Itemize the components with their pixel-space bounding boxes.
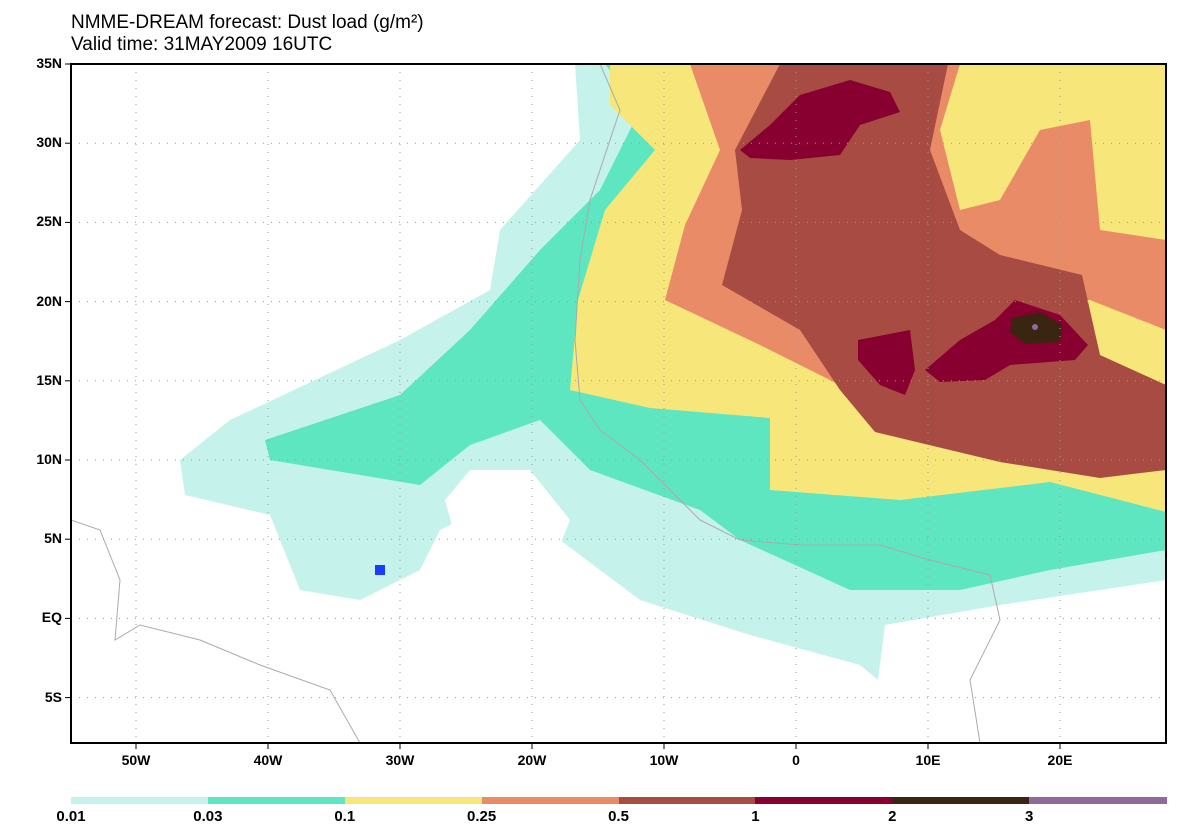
coastlines: [71, 64, 1001, 743]
colorbar-label: 1: [751, 808, 760, 825]
graticule: [71, 64, 1166, 743]
dust-band-1-north: [740, 80, 900, 160]
clear-gap: [445, 470, 570, 555]
lon-label: 10W: [649, 752, 679, 768]
colorbar-swatch: [892, 797, 1030, 804]
map-frame: [70, 63, 1167, 744]
colorbar-label: 0.01: [56, 808, 86, 825]
colorbar-swatch: [755, 797, 893, 804]
lon-label: 40W: [253, 752, 283, 768]
dust-band-3: [1032, 324, 1038, 330]
colorbar-swatch: [71, 797, 209, 804]
colorbar-label: 0.03: [193, 808, 223, 825]
lat-label: 30N: [36, 134, 62, 151]
colorbar-swatch: [481, 797, 619, 804]
lon-label: 30W: [385, 752, 415, 768]
colorbar-swatch: [618, 797, 756, 804]
colorbar-swatch: [344, 797, 483, 804]
lon-label: 50W: [121, 752, 151, 768]
lat-label: 5S: [44, 688, 62, 705]
lat-label: 15N: [36, 371, 62, 388]
colorbar-label: 0.1: [334, 808, 356, 825]
colorbar-label: 0.25: [467, 808, 497, 825]
lat-label: 35N: [36, 55, 62, 71]
valid-time: Valid time: 31MAY2009 16UTC: [71, 34, 333, 55]
lon-label: 0: [792, 752, 800, 768]
location-marker: [375, 565, 385, 575]
colorbar-label: 3: [1024, 808, 1034, 825]
lat-label: EQ: [41, 609, 62, 626]
map-title: NMME-DREAM forecast: Dust load (g/m²): [71, 12, 424, 33]
lat-label: 5N: [44, 530, 62, 547]
lat-label: 25N: [36, 213, 62, 230]
colorbar-swatch: [1029, 797, 1167, 804]
lon-label: 20E: [1047, 752, 1073, 768]
lon-label: 10E: [915, 752, 941, 768]
lon-label: 20W: [517, 752, 547, 768]
colorbar-swatch: [207, 797, 346, 804]
dust-band-0.5: [722, 64, 1166, 478]
colorbar-label: 2: [888, 808, 897, 825]
colorbar-label: 0.5: [608, 808, 629, 825]
lat-label: 20N: [36, 292, 62, 309]
lat-label: 10N: [36, 451, 62, 467]
